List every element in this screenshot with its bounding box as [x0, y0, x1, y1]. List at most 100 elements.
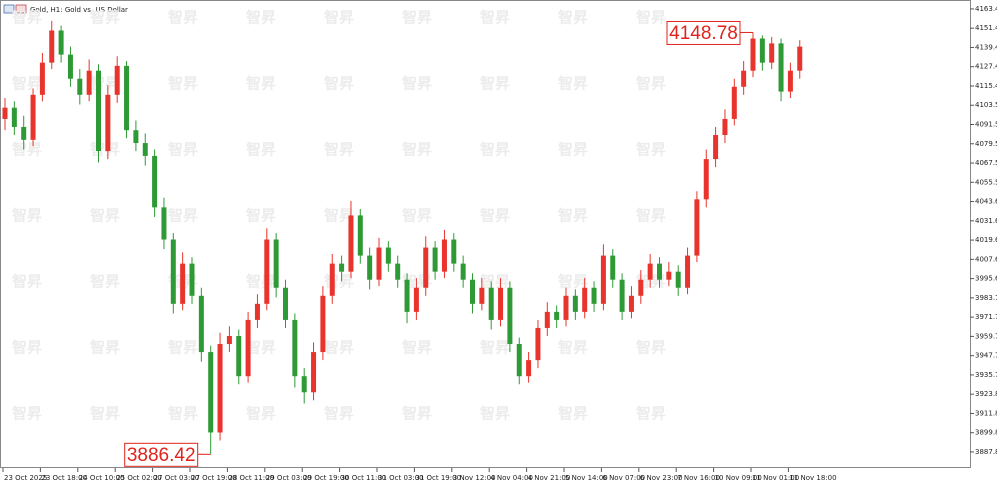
- watermark: 智昇: [480, 405, 510, 423]
- candle-body: [170, 239, 176, 304]
- y-tick-label: 3947.76: [975, 352, 997, 360]
- watermark: 智昇: [12, 75, 42, 93]
- candle-body: [694, 199, 700, 256]
- candle-body: [498, 287, 504, 320]
- x-tick-label: 4 Nov 21:00: [528, 474, 571, 482]
- candle-body: [133, 130, 139, 144]
- watermark: 智昇: [90, 273, 120, 291]
- watermark: 智昇: [558, 339, 588, 357]
- y-tick-label: 4139.46: [975, 43, 997, 51]
- candle-body: [544, 311, 550, 328]
- candle-body: [152, 155, 158, 208]
- candle-body: [236, 335, 242, 377]
- y-tick-label: 4067.57: [975, 159, 997, 167]
- candle-body: [124, 65, 130, 131]
- watermark: 智昇: [480, 141, 510, 159]
- y-tick-label: 3899.85: [975, 429, 997, 437]
- candle-body: [329, 263, 335, 296]
- watermark: 智昇: [636, 75, 666, 93]
- candle-body: [376, 247, 382, 280]
- y-tick-label: 4127.47: [975, 63, 997, 71]
- candle-body: [245, 319, 251, 377]
- candle-body: [713, 135, 719, 160]
- candle-body: [198, 295, 204, 353]
- candle-body: [39, 62, 45, 95]
- watermark: 智昇: [12, 273, 42, 291]
- candle-body: [2, 107, 8, 119]
- x-tick-label: 24 Oct 10:00: [79, 474, 125, 482]
- candle-body: [797, 46, 803, 71]
- candle-body: [96, 70, 101, 152]
- watermark: 智昇: [168, 207, 198, 225]
- candle-body: [787, 70, 793, 92]
- candle-body: [105, 94, 111, 152]
- candle-body: [535, 327, 541, 361]
- watermark: 智昇: [636, 9, 666, 27]
- watermark: 智昇: [402, 9, 432, 27]
- annotation-label: 3886.42: [127, 445, 196, 466]
- candle-body: [516, 344, 522, 377]
- candle-body: [769, 43, 775, 63]
- watermark: 智昇: [480, 339, 510, 357]
- x-tick-label: 23 Oct 18:00: [41, 474, 87, 482]
- x-tick-label: 31 Oct 19:00: [415, 474, 461, 482]
- x-tick-label: 7 Nov 16:00: [677, 474, 720, 482]
- candle-body: [423, 247, 429, 288]
- candle-body: [217, 344, 223, 433]
- x-tick-label: 10 Nov 09:00: [715, 474, 762, 482]
- candle-body: [357, 215, 363, 256]
- candle-body: [554, 311, 560, 320]
- candle-body: [731, 86, 737, 119]
- candle-body: [441, 239, 447, 272]
- y-tick-label: 4163.41: [975, 5, 997, 13]
- candle-body: [385, 247, 391, 264]
- x-tick-label: 25 Oct 02:00: [116, 474, 162, 482]
- y-tick-label: 4043.61: [975, 198, 997, 206]
- candle-body: [591, 287, 597, 304]
- candle-body: [21, 126, 27, 140]
- x-tick-label: 29 Oct 03:00: [266, 474, 312, 482]
- watermark: 智昇: [12, 405, 42, 423]
- watermark: 智昇: [324, 75, 354, 93]
- watermark: 智昇: [558, 207, 588, 225]
- watermark: 智昇: [168, 75, 198, 93]
- y-tick-label: 4091.53: [975, 121, 997, 129]
- candle-body: [49, 30, 55, 63]
- watermark: 智昇: [12, 9, 42, 27]
- candle-body: [666, 271, 672, 280]
- watermark: 智昇: [12, 207, 42, 225]
- watermark: 智昇: [402, 207, 432, 225]
- candle-body: [759, 38, 765, 63]
- watermark: 智昇: [480, 207, 510, 225]
- annotation-label: 4148.78: [669, 23, 738, 44]
- annotation-box: [666, 20, 741, 45]
- watermark: 智昇: [558, 405, 588, 423]
- x-tick-label: 11 Nov 18:00: [789, 474, 836, 482]
- y-tick-label: 4151.43: [975, 24, 997, 32]
- x-tick-label: 6 Nov 23:00: [640, 474, 683, 482]
- watermark: 智昇: [402, 339, 432, 357]
- candle-body: [675, 271, 681, 288]
- candle-body: [741, 70, 747, 87]
- candle-body: [367, 255, 373, 280]
- x-tick-label: 30 Oct 11:00: [341, 474, 387, 482]
- candle-body: [600, 255, 606, 304]
- watermark: 智昇: [246, 9, 276, 27]
- watermark: 智昇: [90, 405, 120, 423]
- candle-body: [479, 287, 485, 304]
- x-tick-label: 3 Nov 12:00: [453, 474, 496, 482]
- candle-body: [77, 78, 83, 95]
- watermark: 智昇: [168, 339, 198, 357]
- candle-body: [58, 30, 64, 55]
- watermark: 智昇: [324, 141, 354, 159]
- watermark: 智昇: [324, 405, 354, 423]
- candle-body: [572, 295, 578, 312]
- watermark: 智昇: [90, 141, 120, 159]
- y-tick-label: 3887.87: [975, 448, 997, 456]
- candle-body: [488, 287, 494, 320]
- x-tick-label: 6 Nov 07:00: [602, 474, 645, 482]
- watermark: 智昇: [558, 273, 588, 291]
- candle-body: [320, 295, 326, 353]
- candle-body: [610, 255, 616, 280]
